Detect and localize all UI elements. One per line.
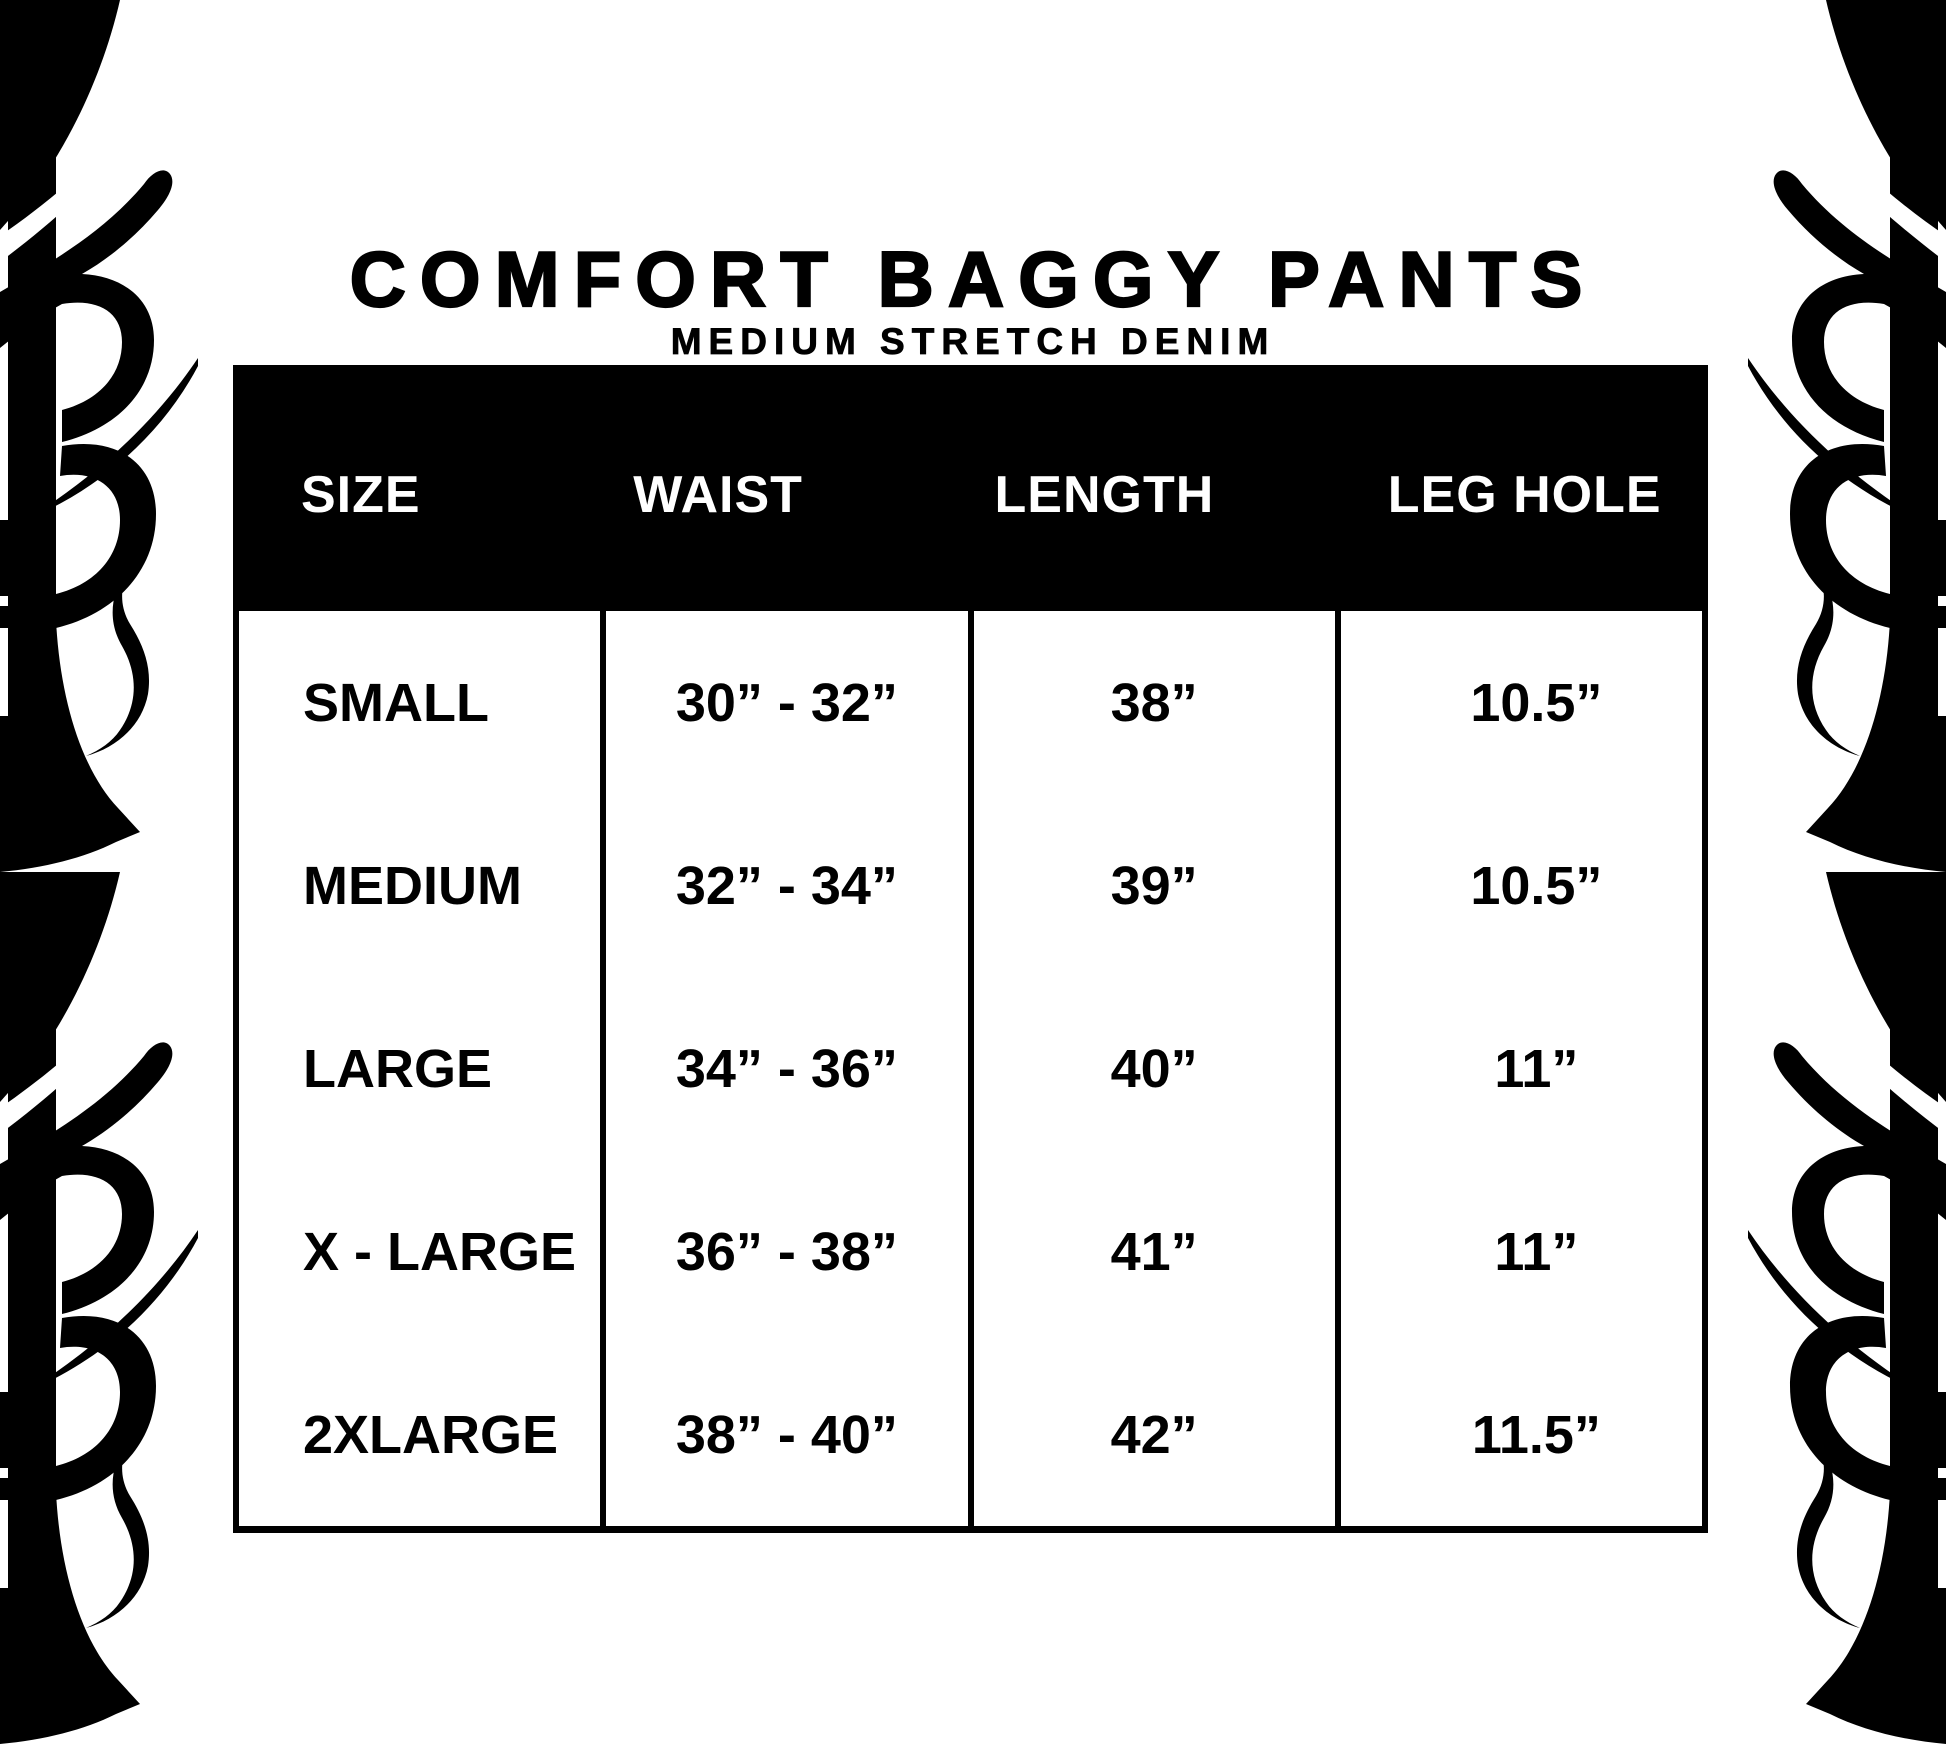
- waist-cell: 36” - 38”: [600, 1160, 971, 1343]
- column-header-leg-hole: LEG HOLE: [1337, 365, 1705, 611]
- size-cell: X - LARGE: [303, 1221, 577, 1282]
- column-header-length: LENGTH: [970, 365, 1338, 611]
- leg-hole-cell: 11.5”: [1334, 1343, 1705, 1530]
- length-cell: 39”: [967, 794, 1338, 977]
- length-cell: 40”: [967, 977, 1338, 1160]
- leg-hole-cell: 10.5”: [1334, 611, 1705, 794]
- table-row-x-large: X - LARGE 36” - 38” 41” 11”: [236, 1160, 1705, 1343]
- page-subtitle: MEDIUM STRETCH DENIM: [670, 321, 1276, 362]
- waist-cell: 30” - 32”: [600, 611, 971, 794]
- table-row-small: SMALL 30” - 32” 38” 10.5”: [236, 611, 1705, 794]
- table-row-medium: MEDIUM 32” - 34” 39” 10.5”: [236, 794, 1705, 977]
- size-cell: LARGE: [303, 1038, 492, 1099]
- waist-cell: 32” - 34”: [600, 794, 971, 977]
- leg-hole-cell: 11”: [1334, 977, 1705, 1160]
- table-row-large: LARGE 34” - 36” 40” 11”: [236, 977, 1705, 1160]
- page-title: COMFORT BAGGY PANTS: [348, 235, 1597, 323]
- size-cell: MEDIUM: [303, 855, 522, 916]
- header-row: SIZE WAIST LENGTH LEG HOLE: [236, 365, 1705, 611]
- waist-cell: 34” - 36”: [600, 977, 971, 1160]
- column-header-size: SIZE: [236, 365, 604, 611]
- leg-hole-cell: 11”: [1334, 1160, 1705, 1343]
- size-chart-body: SMALL 30” - 32” 38” 10.5” MEDIUM 32” - 3…: [236, 611, 1705, 1530]
- length-cell: 42”: [967, 1343, 1338, 1530]
- size-cell: SMALL: [303, 672, 489, 733]
- size-chart-header: SIZE WAIST LENGTH LEG HOLE: [236, 365, 1705, 611]
- length-cell: 41”: [967, 1160, 1338, 1343]
- waist-cell: 38” - 40”: [600, 1343, 971, 1530]
- size-chart-table: SIZE WAIST LENGTH LEG HOLE SMALL 30” - 3…: [233, 365, 1708, 1533]
- table-row-2xlarge: 2XLARGE 38” - 40” 42” 11.5”: [236, 1343, 1705, 1530]
- size-cell: 2XLARGE: [303, 1404, 559, 1465]
- column-header-waist: WAIST: [603, 365, 971, 611]
- leg-hole-cell: 10.5”: [1334, 794, 1705, 977]
- length-cell: 38”: [967, 611, 1338, 794]
